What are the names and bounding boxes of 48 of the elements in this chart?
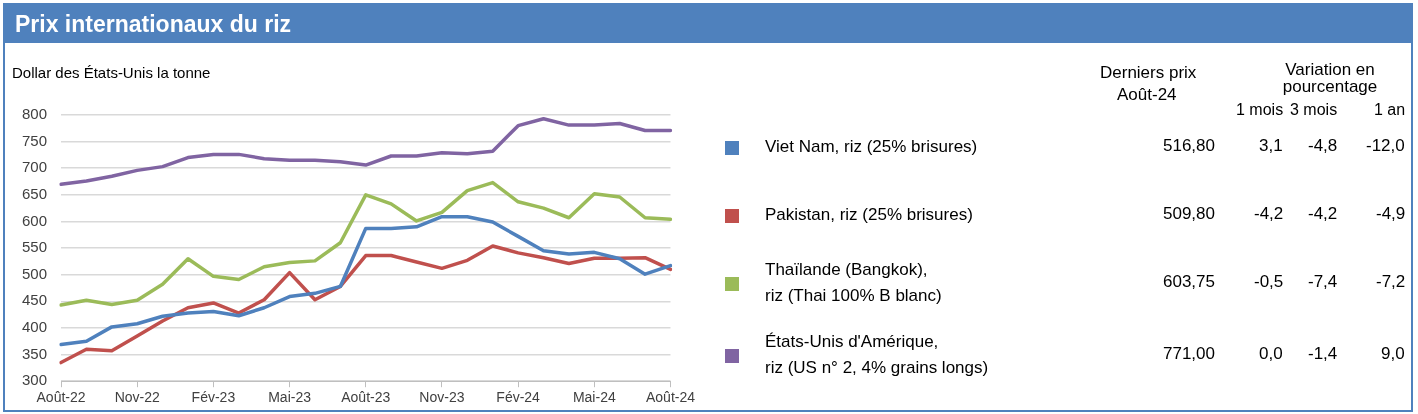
text: 509,80 bbox=[1163, 204, 1215, 224]
y-tick-label: 400 bbox=[22, 318, 48, 336]
text: 3 mois bbox=[1290, 101, 1338, 119]
x-tick-label: Nov-22 bbox=[114, 389, 160, 406]
text: 9,0 bbox=[1381, 344, 1405, 364]
text: -4,8 bbox=[1308, 136, 1338, 156]
y-axis-title: Dollar des États-Unis la tonne bbox=[12, 64, 211, 81]
y-tick-label: 550 bbox=[22, 238, 48, 256]
y-tick-label: 750 bbox=[22, 131, 48, 149]
text: 3,1 bbox=[1259, 136, 1283, 156]
text: 0,0 bbox=[1259, 344, 1283, 364]
x-tick-label: Août-22 bbox=[36, 389, 86, 406]
text: -1,4 bbox=[1308, 344, 1338, 364]
text: 516,80 bbox=[1163, 136, 1215, 156]
y-tick-label: 700 bbox=[22, 158, 48, 176]
y-tick-label: 650 bbox=[22, 185, 48, 202]
y-tick-label: 300 bbox=[22, 371, 48, 389]
text: Derniers prix bbox=[1100, 63, 1197, 83]
x-tick-label: Août-24 bbox=[645, 389, 696, 406]
text: -12,0 bbox=[1366, 136, 1405, 156]
text: Août-24 bbox=[1117, 85, 1177, 105]
text: -7,4 bbox=[1308, 272, 1338, 292]
text: -0,5 bbox=[1254, 272, 1284, 292]
y-tick-label: 500 bbox=[22, 264, 48, 282]
legend-label: Thaïlande (Bangkok), riz (Thai 100% B blanc) bbox=[765, 259, 942, 307]
x-tick-label: Mai-24 bbox=[572, 389, 616, 406]
text: -4,2 bbox=[1254, 204, 1284, 224]
text: 771,00 bbox=[1163, 344, 1215, 364]
x-tick-label: Août-23 bbox=[341, 389, 391, 406]
text: 1 mois bbox=[1236, 101, 1284, 119]
text: -4,9 bbox=[1376, 204, 1406, 224]
legend-label: Pakistan, riz (25% brisures) bbox=[765, 204, 973, 226]
chart-title: Prix internationaux du riz bbox=[5, 5, 1411, 43]
y-tick-label: 450 bbox=[22, 291, 48, 309]
y-tick-label: 800 bbox=[22, 105, 48, 123]
text: Variation en pourcentage bbox=[1281, 60, 1379, 96]
legend-label: Viet Nam, riz (25% brisures) bbox=[765, 136, 978, 158]
x-tick-label: Nov-23 bbox=[419, 389, 465, 406]
text: -4,2 bbox=[1308, 204, 1338, 224]
x-tick-label: Mai-23 bbox=[268, 389, 312, 406]
text: 1 an bbox=[1374, 101, 1406, 119]
x-tick-label: Fév-24 bbox=[496, 389, 541, 406]
legend-label: États-Unis d'Amérique, riz (US n° 2, 4% grains longs) bbox=[765, 331, 989, 379]
text: -7,2 bbox=[1376, 272, 1406, 292]
x-tick-label: Fév-23 bbox=[191, 389, 236, 406]
y-tick-label: 350 bbox=[22, 344, 48, 362]
y-tick-label: 600 bbox=[22, 211, 48, 229]
text: 603,75 bbox=[1163, 272, 1215, 292]
